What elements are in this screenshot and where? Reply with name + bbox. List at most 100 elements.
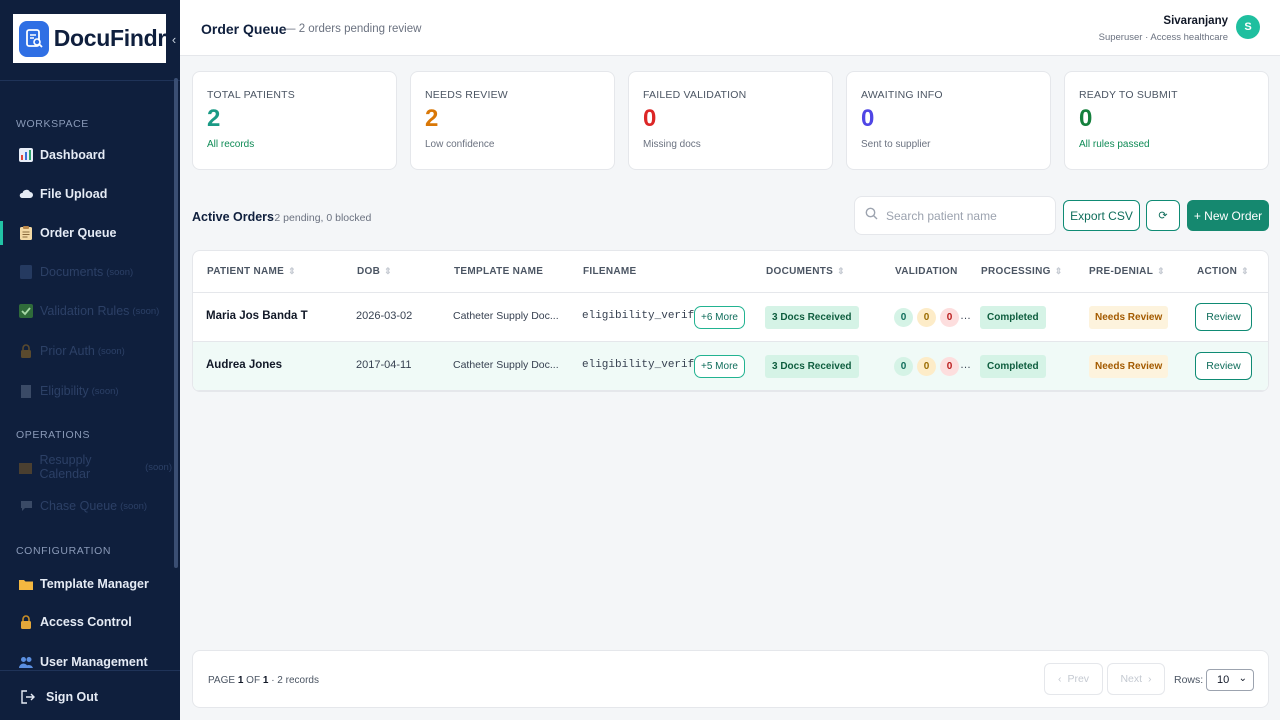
search-icon — [865, 207, 878, 225]
filename: eligibility_verifi… — [582, 310, 708, 322]
orders-table: PATIENT NAME ⇕ DOB ⇕ TEMPLATE NAME FILENAM… — [192, 250, 1269, 392]
brand-logo[interactable]: DocuFindr — [13, 14, 166, 63]
filename: eligibility_verifi… — [582, 359, 708, 371]
stat-label: FAILED VALIDATION — [643, 89, 747, 101]
sidebar-item-label: Eligibility — [40, 384, 89, 398]
stat-value: 0 — [643, 105, 657, 132]
sidebar-item-file-upload[interactable]: File Upload — [0, 178, 172, 210]
processing-badge: Completed — [980, 355, 1046, 378]
sidebar-item-resupply-calendar: Resupply Calendar (soon) — [0, 451, 172, 483]
more-files-pill[interactable]: +6 More — [694, 306, 745, 329]
col-label: DOCUMENTS — [766, 266, 834, 277]
docufindr-logo-icon — [19, 20, 49, 57]
table-row[interactable]: Audrea Jones 2017-04-11 Catheter Supply … — [193, 342, 1268, 391]
rows-per-page-select[interactable]: 10 ⌄ — [1206, 669, 1254, 691]
avatar[interactable]: S — [1236, 15, 1260, 39]
sidebar-item-access-control[interactable]: Access Control — [0, 606, 172, 638]
users-icon — [18, 654, 34, 670]
col-processing[interactable]: PROCESSING ⇕ — [981, 266, 1063, 277]
sidebar-item-label: Order Queue — [40, 226, 117, 240]
sidebar-item-label: Resupply Calendar — [39, 453, 92, 481]
building-icon — [18, 383, 34, 399]
validation-fail-count: 0 — [940, 357, 959, 376]
validation-more: … — [960, 359, 971, 371]
search-input[interactable] — [886, 208, 1046, 223]
stat-value: 0 — [1079, 105, 1093, 132]
sidebar-item-label: User Management — [40, 655, 148, 669]
checkmark-icon — [18, 303, 34, 319]
stat-card-ready-to-submit[interactable]: READY TO SUBMIT 0 All rules passed — [1064, 71, 1269, 170]
chevron-left-icon: ‹ — [1057, 673, 1062, 685]
validation-warn-count: 0 — [917, 308, 936, 327]
stat-card-awaiting-info[interactable]: AWAITING INFO 0 Sent to supplier — [846, 71, 1051, 170]
validation-more: … — [960, 310, 971, 322]
col-pre-denial[interactable]: PRE-DENIAL ⇕ — [1089, 266, 1165, 277]
sidebar-item-template-manager[interactable]: Template Manager — [0, 568, 172, 600]
sidebar-item-validation-rules: Validation Rules (soon) — [0, 295, 172, 327]
page-info: PAGE 1 OF 1 · 2 records — [208, 675, 319, 686]
sidebar-item-chase-queue: Chase Queue (soon) — [0, 490, 172, 522]
more-files-pill[interactable]: +5 More — [694, 355, 745, 378]
sidebar-item-order-queue[interactable]: Order Queue — [0, 217, 172, 249]
sidebar-item-user-management[interactable]: User Management — [0, 646, 172, 678]
col-filename: FILENAME — [583, 266, 637, 277]
sidebar: DocuFindr ‹ WORKSPACE Dashboard File Upl… — [0, 0, 180, 720]
brand-name: DocuFindr — [53, 25, 167, 51]
col-label: ACTION — [1197, 266, 1238, 277]
new-order-button[interactable]: + New Order — [1187, 200, 1269, 231]
sort-icon: ⇕ — [1157, 266, 1165, 276]
sidebar-scrollbar[interactable] — [174, 78, 178, 568]
sort-icon: ⇕ — [1241, 266, 1249, 276]
review-button[interactable]: Review — [1195, 303, 1252, 331]
next-page-button[interactable]: Next › — [1107, 663, 1165, 695]
documents-badge: 3 Docs Received — [765, 355, 859, 378]
sidebar-item-dashboard[interactable]: Dashboard — [0, 139, 172, 171]
sidebar-divider — [0, 80, 180, 81]
table-row[interactable]: Maria Jos Banda T 2026-03-02 Catheter Su… — [193, 293, 1268, 342]
active-orders-subtitle: · 2 pending, 0 blocked — [268, 212, 372, 224]
folder-icon — [18, 576, 34, 592]
page-subtitle: — 2 orders pending review — [284, 23, 422, 35]
col-action[interactable]: ACTION ⇕ — [1197, 266, 1249, 277]
top-header: Order Queue — 2 orders pending review Si… — [180, 0, 1280, 56]
sidebar-item-label: Dashboard — [40, 148, 106, 162]
chart-icon — [18, 147, 34, 163]
stat-card-total-patients[interactable]: TOTAL PATIENTS 2 All records — [192, 71, 397, 170]
stat-card-needs-review[interactable]: NEEDS REVIEW 2 Low confidence — [410, 71, 615, 170]
col-label: PATIENT NAME — [207, 266, 285, 277]
patient-name: Audrea Jones — [206, 359, 283, 371]
refresh-icon[interactable]: ⟳ — [1146, 200, 1180, 231]
col-dob[interactable]: DOB ⇕ — [357, 266, 392, 277]
collapse-sidebar-icon[interactable]: ‹ — [171, 31, 177, 47]
soon-tag: (soon) — [132, 305, 160, 317]
section-workspace: WORKSPACE — [16, 118, 89, 130]
review-button[interactable]: Review — [1195, 352, 1252, 380]
soon-tag: (soon) — [145, 461, 172, 473]
sign-out-button[interactable]: Sign Out — [0, 681, 172, 713]
chat-bubble-icon — [18, 498, 34, 514]
col-label: PROCESSING — [981, 266, 1051, 277]
rows-label: Rows: — [1174, 674, 1204, 686]
cloud-icon — [18, 186, 34, 202]
lock-icon — [18, 343, 34, 359]
stat-card-failed-validation[interactable]: FAILED VALIDATION 0 Missing docs — [628, 71, 833, 170]
validation-warn-count: 0 — [917, 357, 936, 376]
search-box[interactable] — [854, 196, 1056, 235]
col-label: PRE-DENIAL — [1089, 266, 1154, 277]
rows-value: 10 — [1217, 674, 1230, 686]
stat-value: 0 — [861, 105, 875, 132]
template-name: Catheter Supply Doc... — [453, 359, 559, 371]
stat-label: AWAITING INFO — [861, 89, 943, 101]
dob: 2026-03-02 — [356, 310, 413, 322]
sidebar-item-label: Template Manager — [40, 577, 149, 591]
export-csv-button[interactable]: Export CSV — [1063, 200, 1140, 231]
col-documents[interactable]: DOCUMENTS ⇕ — [766, 266, 845, 277]
stat-label: NEEDS REVIEW — [425, 89, 508, 101]
package-icon — [18, 459, 33, 475]
table-header: PATIENT NAME ⇕ DOB ⇕ TEMPLATE NAME FILENAM… — [193, 251, 1268, 293]
col-patient-name[interactable]: PATIENT NAME ⇕ — [207, 266, 296, 277]
prev-page-button[interactable]: ‹ Prev — [1044, 663, 1103, 695]
sidebar-item-prior-auth: Prior Auth (soon) — [0, 335, 172, 367]
patient-name: Maria Jos Banda T — [206, 310, 308, 322]
sidebar-bottom-divider — [0, 670, 180, 671]
